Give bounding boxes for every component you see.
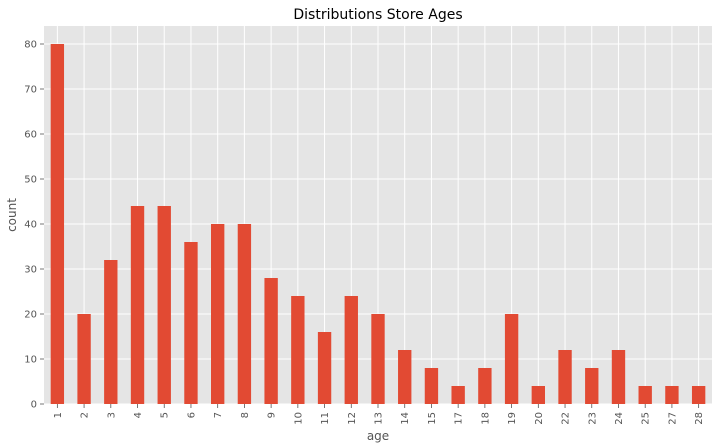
- x-tick-label: 15: [427, 412, 438, 425]
- x-tick-label: 23: [587, 412, 598, 425]
- bar-age-23: [585, 368, 599, 404]
- x-tick-label: 19: [507, 412, 518, 425]
- bar-age-28: [691, 386, 706, 404]
- x-tick-label: 18: [480, 412, 491, 425]
- bar-age-24: [611, 350, 626, 404]
- x-tick-label: 1: [53, 412, 64, 418]
- x-tick-label: 3: [106, 412, 117, 418]
- y-tick-label: 0: [31, 400, 37, 411]
- x-tick-label: 12: [347, 412, 358, 425]
- x-tick-label: 5: [160, 412, 171, 418]
- x-tick-label: 17: [454, 412, 465, 425]
- x-tick-label: 28: [694, 412, 705, 425]
- x-tick-label: 14: [400, 412, 411, 425]
- y-axis-label: count: [5, 198, 19, 232]
- bar-age-14: [398, 350, 412, 404]
- x-tick-label: 11: [320, 412, 331, 425]
- x-tick-label: 27: [667, 412, 678, 425]
- bar-age-12: [344, 296, 358, 404]
- bar-age-18: [478, 368, 492, 404]
- y-tick-label: 50: [24, 175, 37, 186]
- y-tick-label: 80: [24, 40, 37, 51]
- y-tick-label: 40: [24, 220, 37, 231]
- bar-age-25: [638, 386, 652, 404]
- bar-age-15: [424, 368, 439, 404]
- y-tick-label: 20: [24, 310, 37, 321]
- bar-age-9: [264, 278, 278, 404]
- y-tick-label: 10: [24, 355, 37, 366]
- bars: [50, 44, 706, 404]
- x-tick-label: 7: [213, 412, 224, 418]
- x-tick-label: 24: [614, 412, 625, 425]
- y-tick-label: 70: [24, 85, 37, 96]
- x-tick-label: 4: [133, 412, 144, 418]
- x-tick-label: 20: [534, 412, 545, 425]
- y-axis-ticks: 0 10 20 30 40 50 60 70 80: [24, 40, 44, 411]
- bar-age-7: [211, 224, 225, 404]
- y-tick-label: 30: [24, 265, 37, 276]
- x-tick-label: 13: [374, 412, 385, 425]
- x-tick-label: 10: [293, 412, 304, 425]
- y-tick-label: 60: [24, 130, 37, 141]
- bar-age-17: [451, 386, 465, 404]
- x-tick-label: 22: [561, 412, 572, 425]
- bar-age-4: [130, 206, 145, 404]
- x-tick-label: 6: [186, 412, 197, 418]
- x-tick-label: 2: [80, 412, 91, 418]
- bar-age-3: [104, 260, 118, 404]
- bar-age-8: [237, 224, 252, 404]
- bar-age-6: [184, 242, 198, 404]
- bar-age-2: [77, 314, 91, 404]
- bar-age-1: [50, 44, 65, 404]
- bar-age-10: [291, 296, 305, 404]
- x-axis-label: age: [367, 429, 389, 443]
- bar-age-22: [558, 350, 572, 404]
- chart-title: Distributions Store Ages: [293, 7, 462, 23]
- x-tick-label: 25: [641, 412, 652, 425]
- bar-age-27: [665, 386, 679, 404]
- x-axis-ticks: 1 2 3 4 5 6 7 8 9 10 11 12 13 14 15 17 18 19 20 22 23 24 25 27 2…: [53, 404, 705, 425]
- x-tick-label: 8: [240, 412, 251, 418]
- bar-age-11: [317, 332, 332, 404]
- bar-age-19: [504, 314, 519, 404]
- bar-age-20: [531, 386, 545, 404]
- bar-age-13: [371, 314, 385, 404]
- x-tick-label: 9: [267, 412, 278, 418]
- bar-age-5: [157, 206, 171, 404]
